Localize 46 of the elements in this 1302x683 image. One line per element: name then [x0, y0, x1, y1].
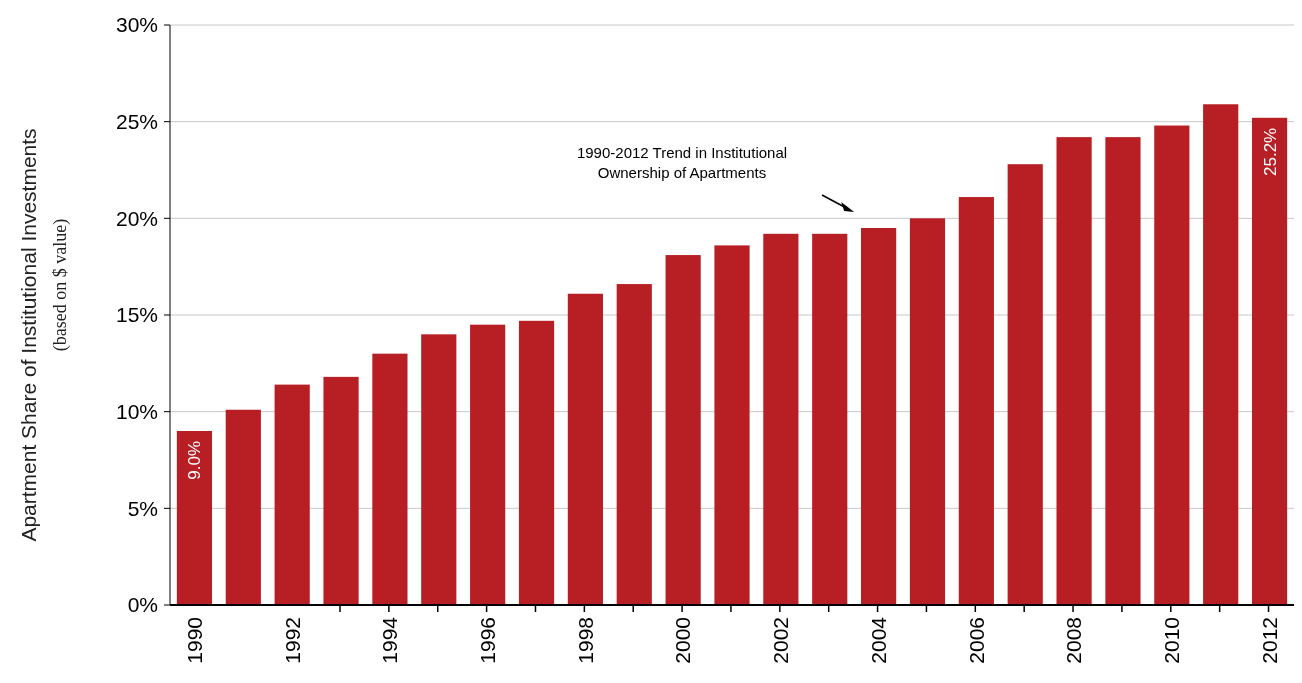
bar	[1203, 104, 1239, 605]
bar	[1105, 137, 1141, 605]
y-tick-label: 25%	[115, 110, 158, 134]
y-tick-label: 20%	[115, 206, 158, 230]
bar	[665, 255, 701, 605]
x-tick-label: 1992	[280, 617, 304, 664]
x-tick-label: 2010	[1160, 617, 1184, 664]
bar	[861, 228, 897, 605]
bar	[1056, 137, 1092, 605]
x-tick-label: 2000	[671, 617, 695, 664]
x-tick-label: 2008	[1062, 617, 1086, 664]
data-label: 25.2%	[1260, 127, 1280, 176]
bar	[176, 431, 213, 605]
bar	[470, 324, 506, 605]
bar	[958, 197, 994, 605]
x-tick-label: 1990	[182, 617, 206, 664]
bar	[225, 409, 261, 605]
y-tick-label: 10%	[115, 400, 158, 424]
bar	[323, 376, 359, 605]
x-tick-label: 1996	[476, 617, 499, 664]
x-tick-label: 1994	[378, 616, 402, 664]
data-label: 9.0%	[185, 441, 205, 480]
bar	[812, 233, 848, 605]
y-axis-title: Apartment Share of Institutional Investments (based on $ value)	[17, 128, 71, 542]
bar	[567, 293, 603, 605]
y-tick-label: 0%	[127, 593, 158, 617]
annotation: 1990-2012 Trend in Institutional Ownership of Apartments	[576, 144, 788, 181]
x-tick-label: 2004	[866, 616, 890, 664]
x-tick-label: 2012	[1257, 617, 1281, 664]
y-tick-label: 5%	[127, 496, 158, 520]
y-tick-label: 30%	[115, 13, 158, 37]
bar	[1007, 164, 1043, 605]
x-tick-label: 1998	[573, 617, 597, 664]
bar	[714, 245, 750, 605]
bar	[1251, 117, 1288, 605]
bar	[421, 334, 457, 605]
bar	[616, 284, 652, 605]
bar	[1154, 125, 1190, 605]
bar	[518, 320, 555, 605]
bar	[763, 233, 799, 605]
y-tick-label: 15%	[115, 303, 158, 327]
bar	[274, 384, 310, 605]
bar	[372, 353, 408, 605]
x-tick-label: 2002	[769, 617, 793, 664]
bar	[909, 218, 946, 605]
x-tick-label: 2006	[964, 617, 988, 664]
